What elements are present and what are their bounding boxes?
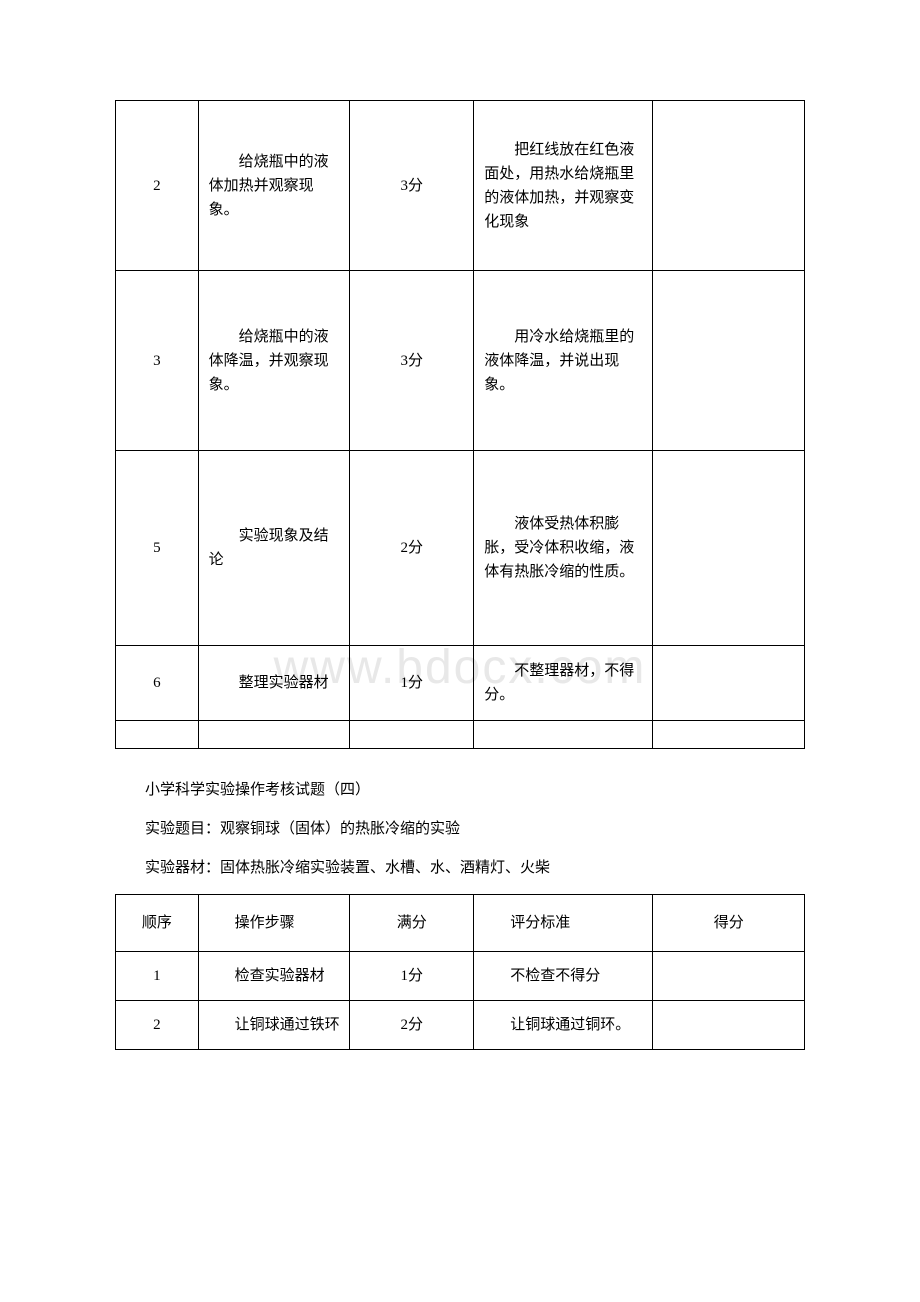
experiment-table-1: 2 给烧瓶中的液体加热并观察现象。 3分 把红线放在红色液面处，用热水给烧瓶里的… [115, 100, 805, 749]
table-row: 2 给烧瓶中的液体加热并观察现象。 3分 把红线放在红色液面处，用热水给烧瓶里的… [116, 101, 805, 271]
header-step: 操作步骤 [198, 895, 350, 952]
header-criteria: 评分标准 [474, 895, 653, 952]
criteria-text: 用冷水给烧瓶里的液体降温，并说出现象。 [484, 325, 646, 397]
header-seq: 顺序 [116, 895, 199, 952]
cell-step: 整理实验器材 [198, 646, 350, 721]
cell-result [653, 271, 805, 451]
table-row-empty [116, 721, 805, 749]
step-text: 让铜球通过铁环 [205, 1013, 344, 1037]
cell-result [653, 952, 805, 1001]
criteria-text: 不整理器材，不得分。 [484, 659, 646, 707]
criteria-text: 不检查不得分 [480, 964, 646, 988]
table-row: 3 给烧瓶中的液体降温，并观察现象。 3分 用冷水给烧瓶里的液体降温，并说出现象… [116, 271, 805, 451]
cell-seq: 3 [116, 271, 199, 451]
section-topic: 实验题目：观察铜球（固体）的热胀冷缩的实验 [115, 816, 805, 843]
cell-step: 实验现象及结论 [198, 451, 350, 646]
cell-result [653, 451, 805, 646]
header-score: 满分 [350, 895, 474, 952]
step-text: 实验现象及结论 [209, 524, 344, 572]
cell-score: 2分 [350, 451, 474, 646]
table-row: 1 检查实验器材 1分 不检查不得分 [116, 952, 805, 1001]
cell-step: 让铜球通过铁环 [198, 1001, 350, 1050]
page-content: 2 给烧瓶中的液体加热并观察现象。 3分 把红线放在红色液面处，用热水给烧瓶里的… [115, 100, 805, 1050]
cell-result [653, 1001, 805, 1050]
cell-empty [474, 721, 653, 749]
cell-result [653, 101, 805, 271]
header-result: 得分 [653, 895, 805, 952]
section-materials: 实验器材：固体热胀冷缩实验装置、水槽、水、酒精灯、火柴 [115, 855, 805, 882]
cell-criteria: 不检查不得分 [474, 952, 653, 1001]
criteria-text: 液体受热体积膨胀，受冷体积收缩，液体有热胀冷缩的性质。 [484, 512, 646, 584]
step-text: 检查实验器材 [205, 964, 344, 988]
experiment-table-2: 顺序 操作步骤 满分 评分标准 得分 1 检查实验器材 1分 不检查不得分 2 … [115, 894, 805, 1050]
cell-criteria: 液体受热体积膨胀，受冷体积收缩，液体有热胀冷缩的性质。 [474, 451, 653, 646]
section-title: 小学科学实验操作考核试题（四） [115, 777, 805, 804]
table-header-row: 顺序 操作步骤 满分 评分标准 得分 [116, 895, 805, 952]
step-text: 整理实验器材 [209, 671, 344, 695]
cell-step: 给烧瓶中的液体降温，并观察现象。 [198, 271, 350, 451]
cell-seq: 1 [116, 952, 199, 1001]
cell-seq: 5 [116, 451, 199, 646]
cell-seq: 2 [116, 1001, 199, 1050]
cell-empty [198, 721, 350, 749]
cell-score: 1分 [350, 952, 474, 1001]
cell-score: 3分 [350, 101, 474, 271]
cell-seq: 2 [116, 101, 199, 271]
cell-criteria: 把红线放在红色液面处，用热水给烧瓶里的液体加热，并观察变化现象 [474, 101, 653, 271]
cell-step: 检查实验器材 [198, 952, 350, 1001]
table-row: 6 整理实验器材 1分 不整理器材，不得分。 [116, 646, 805, 721]
table-row: 2 让铜球通过铁环 2分 让铜球通过铜环。 [116, 1001, 805, 1050]
cell-criteria: 不整理器材，不得分。 [474, 646, 653, 721]
cell-score: 1分 [350, 646, 474, 721]
cell-empty [653, 721, 805, 749]
cell-score: 2分 [350, 1001, 474, 1050]
cell-empty [116, 721, 199, 749]
cell-criteria: 用冷水给烧瓶里的液体降温，并说出现象。 [474, 271, 653, 451]
cell-criteria: 让铜球通过铜环。 [474, 1001, 653, 1050]
step-text: 给烧瓶中的液体降温，并观察现象。 [209, 325, 344, 397]
cell-seq: 6 [116, 646, 199, 721]
table-row: 5 实验现象及结论 2分 液体受热体积膨胀，受冷体积收缩，液体有热胀冷缩的性质。 [116, 451, 805, 646]
step-text: 给烧瓶中的液体加热并观察现象。 [209, 150, 344, 222]
cell-result [653, 646, 805, 721]
cell-step: 给烧瓶中的液体加热并观察现象。 [198, 101, 350, 271]
cell-empty [350, 721, 474, 749]
criteria-text: 把红线放在红色液面处，用热水给烧瓶里的液体加热，并观察变化现象 [484, 138, 646, 234]
criteria-text: 让铜球通过铜环。 [480, 1013, 646, 1037]
cell-score: 3分 [350, 271, 474, 451]
